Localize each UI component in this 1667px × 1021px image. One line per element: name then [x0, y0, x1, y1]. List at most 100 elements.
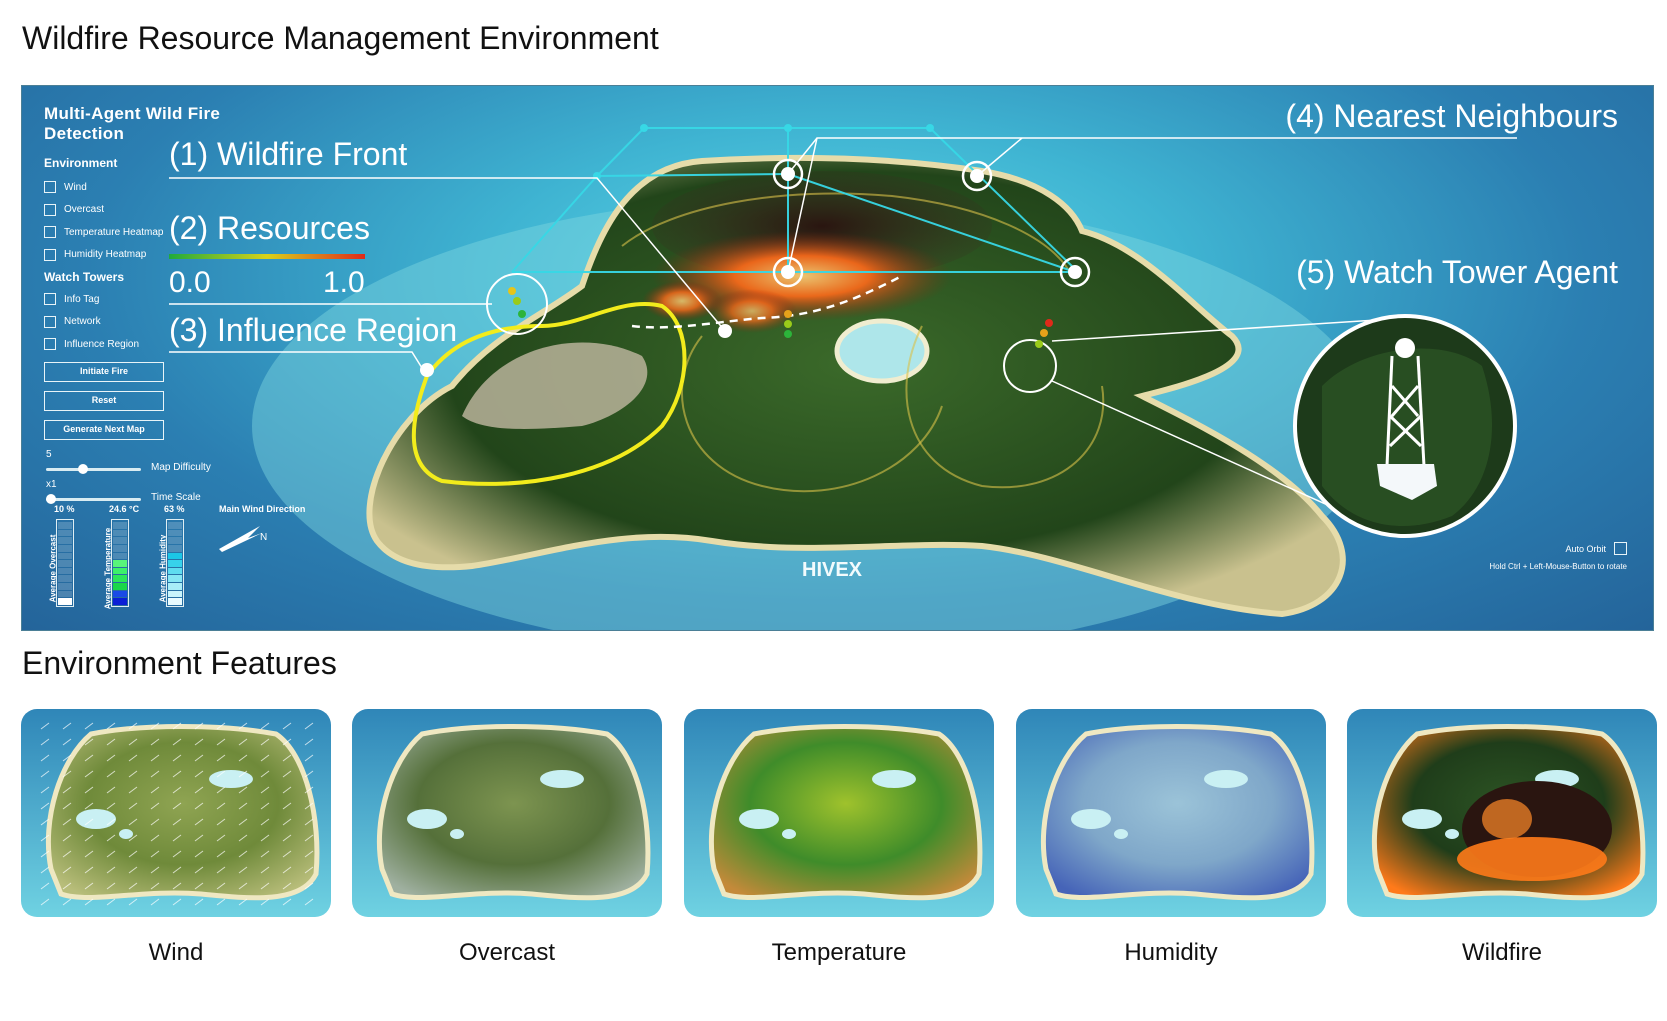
gauge-segment: [113, 590, 127, 598]
compass-north-label: N: [260, 532, 268, 543]
overcast-gauge-value: 10 %: [54, 504, 75, 514]
feature-thumbnail-overcast: [352, 709, 662, 917]
feature-thumbnail-wind: [21, 709, 331, 917]
panel-title: Multi-Agent Wild Fire Detection: [44, 104, 221, 143]
humidity-gauge-value: 63 %: [164, 504, 185, 514]
feature-image-temperature: [684, 709, 994, 917]
feature-thumbnail-wildfire: [1347, 709, 1657, 917]
gauge-segment: [168, 529, 182, 537]
gauge-segment: [58, 590, 72, 598]
environment-gauges: 10 % Average Overcast 24.6 °C Average Te…: [44, 504, 324, 614]
overcast-option[interactable]: Overcast: [44, 199, 304, 222]
map-difficulty-label: Map Difficulty: [151, 461, 211, 473]
gauge-segment: [168, 521, 182, 529]
overcast-checkbox[interactable]: [44, 203, 56, 216]
neighbour-markers: [772, 158, 1091, 288]
auto-orbit-checkbox[interactable]: [1614, 542, 1627, 555]
gauge-segment: [168, 567, 182, 575]
gauge-segment: [58, 575, 72, 583]
feature-image-wind: [21, 709, 331, 917]
initiate-fire-button[interactable]: Initiate Fire: [44, 361, 164, 382]
control-panel: Multi-Agent Wild Fire Detection Environm…: [44, 104, 304, 509]
wildfire-front-annotation: (1) Wildfire Front: [169, 136, 408, 172]
gauge-segment: [58, 583, 72, 590]
main-wind-direction-label: Main Wind Direction: [219, 504, 306, 514]
time-scale-value: x1: [46, 478, 57, 490]
map-difficulty-slider[interactable]: 5 Map Difficulty: [44, 449, 304, 479]
network-checkbox[interactable]: [44, 315, 56, 328]
feature-thumbnail-humidity: [1016, 709, 1326, 917]
gauge-segment: [58, 560, 72, 567]
gauge-segment: [113, 529, 127, 537]
network-option[interactable]: Network: [44, 311, 304, 334]
auto-orbit-label: Auto Orbit: [1565, 543, 1606, 554]
wildfire-front-line: [631, 274, 903, 329]
overcast-gauge-bar: [56, 519, 74, 607]
map-difficulty-track[interactable]: [46, 463, 141, 474]
gauge-segment: [113, 552, 127, 560]
time-scale-knob[interactable]: [46, 493, 56, 504]
influence-region-option[interactable]: Influence Region: [44, 333, 304, 356]
wind-direction-arrow: [219, 526, 262, 552]
humidity-gauge: 63 % Average Humidity: [154, 504, 214, 614]
page-title: Wildfire Resource Management Environment: [22, 20, 659, 56]
temperature-heatmap-option[interactable]: Temperature Heatmap: [44, 221, 304, 244]
influence-region-annotation: (3) Influence Region: [169, 312, 458, 348]
feature-image-overcast: [352, 709, 662, 917]
hivex-logo-text: HIVEX: [802, 559, 863, 581]
resources-color-scale: [169, 254, 365, 259]
gauge-segment: [58, 521, 72, 529]
gauge-segment: [168, 598, 182, 605]
feature-image-wildfire: [1347, 709, 1657, 917]
gauge-segment: [58, 529, 72, 537]
rotate-hint: Hold Ctrl + Left-Mouse-Button to rotate: [1489, 562, 1627, 571]
watch-tower-zoom-inset: [1293, 314, 1517, 538]
humidity-heatmap-option[interactable]: Humidity Heatmap: [44, 244, 304, 267]
info-tag-option[interactable]: Info Tag: [44, 288, 304, 311]
time-scale-slider[interactable]: x1 Time Scale: [44, 479, 304, 509]
time-scale-track[interactable]: [46, 493, 141, 504]
temperature-gauge-value: 24.6 °C: [109, 504, 140, 514]
humidity-heatmap-checkbox[interactable]: [44, 248, 56, 261]
feature-label-overcast: Overcast: [458, 939, 556, 966]
feature-thumbnail-temperature: [684, 709, 994, 917]
gauge-segment: [113, 521, 127, 529]
gauge-segment: [168, 575, 182, 583]
reset-button[interactable]: Reset: [44, 390, 164, 411]
generate-next-map-button[interactable]: Generate Next Map: [44, 419, 164, 440]
gauge-segment: [113, 575, 127, 583]
map-difficulty-knob[interactable]: [78, 463, 89, 474]
gauge-segment: [58, 552, 72, 560]
gauge-segment: [168, 537, 182, 544]
temperature-heatmap-checkbox[interactable]: [44, 226, 56, 239]
info-tag-label: Info Tag: [64, 293, 100, 305]
watch-tower-agent-annotation: (5) Watch Tower Agent: [1296, 254, 1618, 290]
simulation-viewport[interactable]: Multi-Agent Wild Fire Detection Environm…: [21, 85, 1654, 631]
wind-option[interactable]: Wind: [44, 176, 304, 199]
gauge-segment: [168, 583, 182, 590]
map-difficulty-value: 5: [46, 448, 52, 460]
humidity-gauge-bar: [166, 519, 184, 607]
auto-orbit-toggle[interactable]: Auto Orbit: [1565, 542, 1627, 555]
gauge-segment: [168, 544, 182, 552]
info-tag-checkbox[interactable]: [44, 293, 56, 306]
temperature-heatmap-label: Temperature Heatmap: [64, 226, 164, 238]
feature-label-wildfire: Wildfire: [1461, 939, 1542, 966]
wind-checkbox[interactable]: [44, 181, 56, 194]
watch-towers-heading: Watch Towers: [44, 270, 125, 284]
network-label: Network: [64, 316, 101, 328]
influence-region-checkbox[interactable]: [44, 338, 56, 351]
gauge-segment: [113, 583, 127, 590]
gauge-segment: [58, 544, 72, 552]
gauge-segment: [58, 567, 72, 575]
gauge-segment: [58, 598, 72, 605]
resources-annotation: (2) Resources: [169, 210, 370, 246]
influence-region-label: Influence Region: [64, 338, 140, 350]
wind-option-label: Wind: [64, 181, 87, 193]
gauge-segment: [113, 598, 127, 605]
gauge-segment: [168, 560, 182, 567]
gauge-segment: [168, 552, 182, 560]
gauge-segment: [113, 537, 127, 544]
features-title: Environment Features: [22, 645, 337, 681]
humidity-heatmap-label: Humidity Heatmap: [64, 249, 147, 261]
